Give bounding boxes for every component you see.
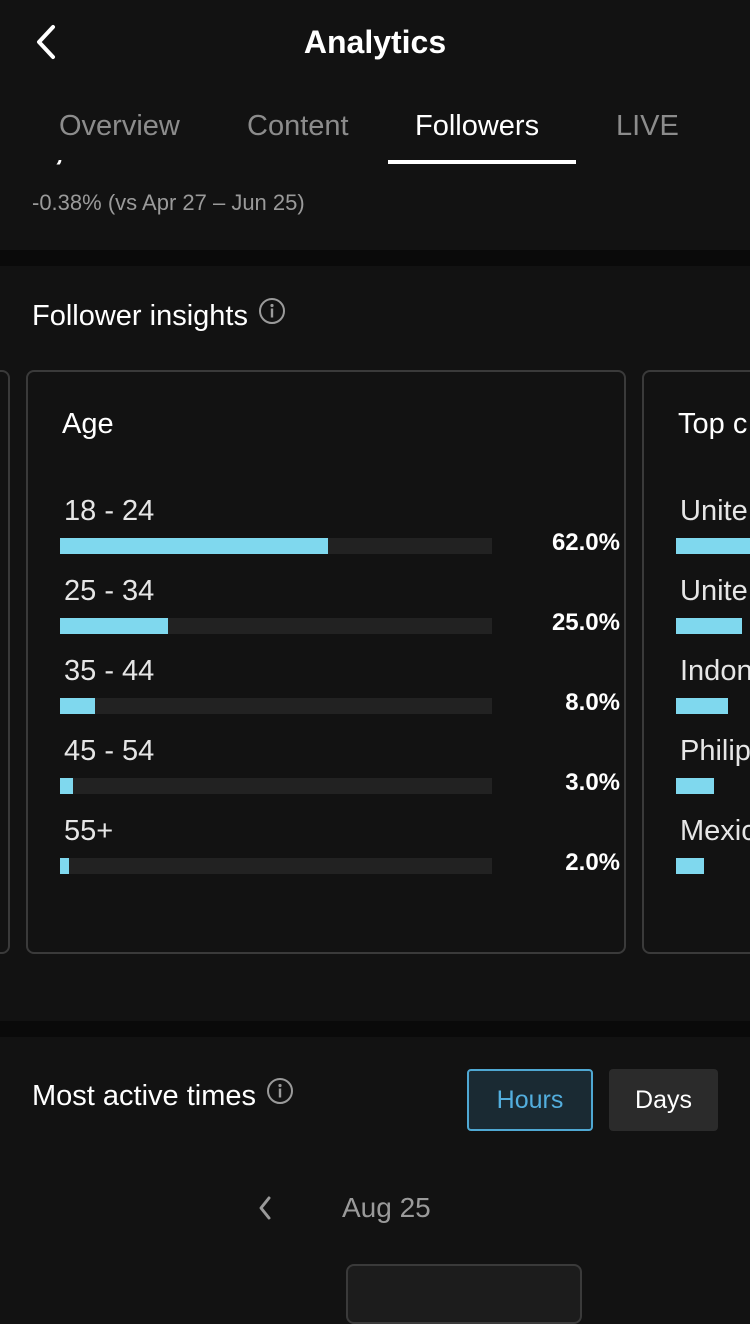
previous-date-chevron-icon[interactable] xyxy=(250,1188,280,1228)
tab-live[interactable]: LIVE xyxy=(616,110,679,142)
tab-overview[interactable]: Overview xyxy=(59,110,180,142)
country-row: Indon xyxy=(676,654,750,734)
age-bar-fill xyxy=(60,698,95,714)
age-bar-fill xyxy=(60,858,69,874)
active-tab-indicator xyxy=(388,160,576,164)
section-divider xyxy=(0,250,750,266)
country-label: Mexic xyxy=(680,815,750,847)
info-icon[interactable] xyxy=(258,297,286,334)
age-range-label: 55+ xyxy=(64,815,114,847)
age-percentage: 8.0% xyxy=(565,689,620,716)
top-bar: Analytics Overview Content Followers LIV… xyxy=(0,0,750,164)
follower-insights-title: Follower insights xyxy=(32,297,286,334)
age-row: 18 - 24 62.0% xyxy=(60,494,620,574)
age-bar-fill xyxy=(60,618,168,634)
top-countries-card-title: Top c xyxy=(678,408,748,440)
age-row: 35 - 44 8.0% xyxy=(60,654,620,734)
age-bar-track xyxy=(60,858,492,874)
country-bar-fill xyxy=(676,538,750,554)
age-percentage: 3.0% xyxy=(565,769,620,796)
page-title: Analytics xyxy=(303,24,447,60)
age-range-label: 25 - 34 xyxy=(64,575,155,607)
age-bar-track xyxy=(60,618,492,634)
age-bar-fill xyxy=(60,778,73,794)
age-row: 25 - 34 25.0% xyxy=(60,574,620,654)
country-row: Philip xyxy=(676,734,750,814)
top-countries-card[interactable]: Top c Unite Unite Indon Philip Mexic xyxy=(642,370,750,954)
active-times-chart-tooltip xyxy=(346,1264,582,1324)
age-card: Age 18 - 24 62.0% 25 - 34 25.0% 35 - 44 8.0% 4… xyxy=(26,370,626,954)
country-label: Unite xyxy=(680,495,748,527)
country-label: Unite xyxy=(680,575,748,607)
age-range-label: 18 - 24 xyxy=(64,495,155,527)
back-chevron-icon[interactable] xyxy=(28,22,64,62)
age-bar-track xyxy=(60,538,492,554)
age-range-label: 45 - 54 xyxy=(64,735,155,767)
age-percentage: 62.0% xyxy=(551,529,620,556)
info-icon[interactable] xyxy=(266,1077,294,1114)
country-bar-fill xyxy=(676,778,714,794)
age-row: 45 - 54 3.0% xyxy=(60,734,620,814)
country-label: Indon xyxy=(680,655,750,687)
country-row: Mexic xyxy=(676,814,750,894)
country-row: Unite xyxy=(676,494,750,574)
date-label: Aug 25 xyxy=(342,1192,431,1223)
country-bar-fill xyxy=(676,858,704,874)
age-range-label: 35 - 44 xyxy=(64,655,155,687)
tab-content[interactable]: Content xyxy=(247,110,349,142)
age-card-title: Age xyxy=(62,408,114,440)
previous-insight-card[interactable] xyxy=(0,370,10,954)
age-percentage: 25.0% xyxy=(551,609,620,636)
age-bar-track xyxy=(60,698,492,714)
country-row: Unite xyxy=(676,574,750,654)
hours-toggle-button[interactable]: Hours xyxy=(467,1069,593,1131)
most-active-times-title: Most active times xyxy=(32,1077,294,1114)
country-bar-fill xyxy=(676,618,742,634)
tab-followers[interactable]: Followers xyxy=(415,110,540,142)
age-bar-track xyxy=(60,778,492,794)
section-divider xyxy=(0,1021,750,1037)
country-label: Philip xyxy=(680,735,750,767)
days-toggle-button[interactable]: Days xyxy=(609,1069,718,1131)
tab-bar: Overview Content Followers LIVE xyxy=(0,98,750,164)
follower-change-text: -0.38% (vs Apr 27 – Jun 25) xyxy=(32,190,305,215)
country-bar-fill xyxy=(676,698,728,714)
age-percentage: 2.0% xyxy=(565,849,620,876)
age-bar-fill xyxy=(60,538,328,554)
age-row: 55+ 2.0% xyxy=(60,814,620,894)
